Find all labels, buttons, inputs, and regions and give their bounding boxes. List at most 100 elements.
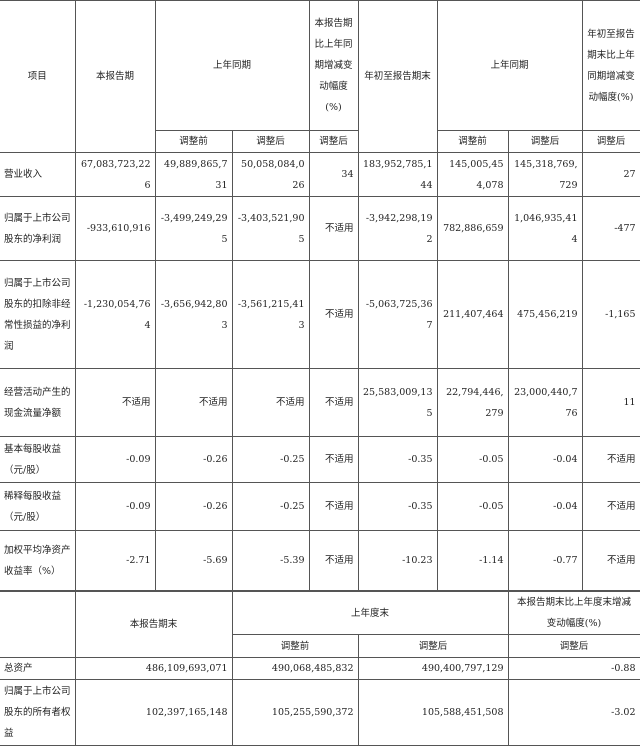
- balance-sheet-table: 本报告期末 上年度末 本报告期末比上年度末增减变动幅度(%) 调整前 调整后 调…: [0, 591, 640, 746]
- cell-value: -10.23: [357, 530, 438, 591]
- cell-value: -0.05: [436, 436, 509, 483]
- table-row: 归属于上市公司股东的扣除非经常性损益的净利润 -1,230,054,764 -3,6…: [0, 260, 640, 369]
- row-label: 归属于上市公司股东的扣除非经常性损益的净利润: [0, 260, 76, 369]
- row-label: 总资产: [0, 657, 76, 680]
- table-row: 总资产 486,109,693,071 490,068,485,832 490,400…: [0, 657, 640, 680]
- cell-value: 23,000,440,776: [507, 368, 583, 437]
- cell-value: -477: [581, 196, 640, 261]
- header-item: 项目: [0, 0, 76, 153]
- header-current-period: 本报告期: [74, 0, 156, 153]
- cell-value: -5.39: [231, 530, 310, 591]
- cell-value: 27: [581, 152, 640, 197]
- header-change-pct: 本报告期比上年同期增减变动幅度(%): [308, 0, 359, 131]
- cell-value: -5,063,725,367: [357, 260, 438, 369]
- cell-value: 490,400,797,129: [357, 657, 509, 680]
- cell-value: 145,005,454,078: [436, 152, 509, 197]
- cell-value: 49,889,865,731: [154, 152, 233, 197]
- subheader-after-adj: 调整后: [507, 130, 583, 153]
- cell-value: -0.25: [231, 436, 310, 483]
- cell-value: -0.04: [507, 436, 583, 483]
- header-prior-same-period-ytd: 上年同期: [436, 0, 583, 131]
- cell-value: 不适用: [581, 436, 640, 483]
- cell-value: -3,403,521,905: [231, 196, 310, 261]
- cell-value: -1.14: [436, 530, 509, 591]
- cell-value: 不适用: [581, 482, 640, 531]
- cell-value: 不适用: [308, 482, 359, 531]
- cell-value: -3,499,249,295: [154, 196, 233, 261]
- cell-value: -1,230,054,764: [74, 260, 156, 369]
- cell-value: 不适用: [231, 368, 310, 437]
- subheader-before-adj: 调整前: [155, 130, 233, 153]
- table-row: 归属于上市公司股东的净利润 -933,610,916 -3,499,249,295-…: [0, 196, 640, 261]
- cell-value: -2.71: [74, 530, 156, 591]
- cell-value: 不适用: [308, 260, 359, 369]
- cell-value: -0.35: [357, 436, 438, 483]
- subheader-after-adj: 调整后: [357, 634, 509, 658]
- subheader-after-adj: 调整后: [231, 130, 310, 153]
- cell-value: -0.09: [74, 436, 156, 483]
- cell-value: 105,255,590,372: [231, 679, 359, 746]
- cell-value: 211,407,464: [436, 260, 509, 369]
- cell-value: -0.77: [507, 530, 583, 591]
- subheader-before-adj: 调整前: [436, 130, 509, 153]
- cell-value: 145,318,769,729: [507, 152, 583, 197]
- table-row: 营业收入 67,083,723,226 49,889,865,731 50,058,0…: [0, 152, 640, 197]
- header-ytd-change-pct: 年初至报告期末比上年同期增减变动幅度(%): [581, 0, 640, 131]
- cell-value: 不适用: [308, 196, 359, 261]
- table-row: 基本每股收益（元/股） -0.09 -0.26 -0.25 不适用 -0.35 -0.05-…: [0, 436, 640, 483]
- cell-value: 67,083,723,226: [74, 152, 156, 197]
- table-row: 经营活动产生的现金流量净额 不适用 不适用 不适用 不适用 25,583,009,135 2…: [0, 368, 640, 437]
- cell-value: -5.69: [154, 530, 233, 591]
- cell-value: 34: [308, 152, 359, 197]
- cell-value: 486,109,693,071: [74, 657, 233, 680]
- cell-value: 11: [581, 368, 640, 437]
- row-label: 归属于上市公司股东的净利润: [0, 196, 76, 261]
- cell-value: 50,058,084,026: [231, 152, 310, 197]
- row-label: 归属于上市公司股东的所有者权益: [0, 679, 76, 746]
- cell-value: -0.35: [357, 482, 438, 531]
- cell-value: 不适用: [308, 368, 359, 437]
- header-change-pct: 本报告期末比上年度末增减变动幅度(%): [507, 591, 640, 635]
- table-row: 加权平均净资产收益率（%） -2.71 -5.69 -5.39 不适用 -10.23 -1.…: [0, 530, 640, 591]
- header-prior-same-period: 上年同期: [154, 0, 310, 131]
- row-label: 稀释每股收益（元/股）: [0, 482, 76, 531]
- header-ytd: 年初至报告期末: [357, 0, 438, 153]
- cell-value: -0.25: [231, 482, 310, 531]
- cell-value: 490,068,485,832: [231, 657, 359, 680]
- row-label: 营业收入: [0, 152, 76, 197]
- cell-value: 1,046,935,414: [507, 196, 583, 261]
- cell-value: 不适用: [308, 436, 359, 483]
- row-label: 经营活动产生的现金流量净额: [0, 368, 76, 437]
- cell-value: 475,456,219: [507, 260, 583, 369]
- cell-value: 22,794,446,279: [436, 368, 509, 437]
- cell-value: 105,588,451,508: [357, 679, 509, 746]
- cell-value: 不适用: [308, 530, 359, 591]
- header-prior-year-end: 上年度末: [231, 591, 509, 635]
- cell-value: -0.88: [507, 657, 640, 680]
- subheader-after-adj: 调整后: [507, 634, 640, 658]
- subheader-before-adj: 调整前: [232, 634, 359, 658]
- cell-value: 不适用: [74, 368, 156, 437]
- table-row: 归属于上市公司股东的所有者权益 102,397,165,148 105,255,59…: [0, 679, 640, 746]
- row-label: 加权平均净资产收益率（%）: [0, 530, 76, 591]
- cell-value: -3,561,215,413: [231, 260, 310, 369]
- cell-value: -1,165: [581, 260, 640, 369]
- cell-value: -3,656,942,803: [154, 260, 233, 369]
- financial-data-table: 项目 本报告期 上年同期 本报告期比上年同期增减变动幅度(%) 年初至报告期末 …: [0, 0, 640, 591]
- cell-value: -3,942,298,192: [357, 196, 438, 261]
- cell-value: -0.26: [154, 482, 233, 531]
- cell-value: 不适用: [154, 368, 233, 437]
- cell-value: -0.05: [436, 482, 509, 531]
- cell-value: -0.04: [507, 482, 583, 531]
- header-blank: [0, 591, 76, 658]
- row-label: 基本每股收益（元/股）: [0, 436, 76, 483]
- table-row: 稀释每股收益（元/股） -0.09 -0.26 -0.25 不适用 -0.35 -0.05-…: [0, 482, 640, 531]
- cell-value: 183,952,785,144: [357, 152, 438, 197]
- cell-value: -0.26: [154, 436, 233, 483]
- header-period-end: 本报告期末: [74, 591, 233, 658]
- cell-value: 不适用: [581, 530, 640, 591]
- cell-value: -0.09: [74, 482, 156, 531]
- subheader-after-adj: 调整后: [308, 130, 359, 153]
- cell-value: 25,583,009,135: [357, 368, 438, 437]
- cell-value: -933,610,916: [74, 196, 156, 261]
